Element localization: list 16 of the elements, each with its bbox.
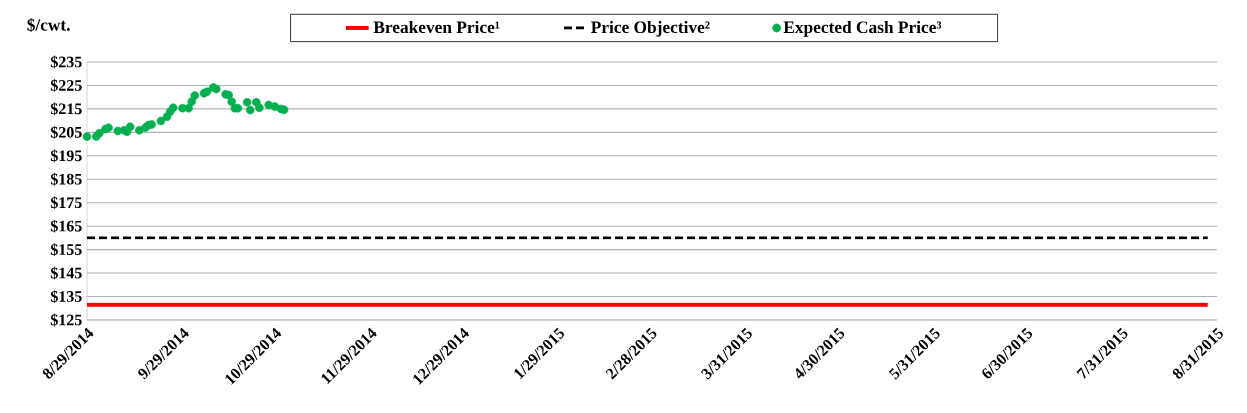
y-tick-label: $145 <box>50 266 82 280</box>
y-tick-label: $155 <box>50 243 82 257</box>
y-tick-label: $215 <box>50 102 82 116</box>
legend-label: Expected Cash Price³ <box>783 20 942 37</box>
y-tick-label: $225 <box>50 79 82 92</box>
y-axis-title: $/cwt. <box>27 18 70 32</box>
y-tick-label: $135 <box>50 290 82 303</box>
y-tick-label: $165 <box>50 219 82 233</box>
y-tick-label: $235 <box>50 55 82 69</box>
y-tick-label: $185 <box>50 172 82 186</box>
y-tick-label: $205 <box>50 125 82 139</box>
legend-label: Price Objective² <box>591 20 710 37</box>
y-tick-label: $125 <box>50 313 82 327</box>
y-tick-label: $175 <box>50 196 82 210</box>
legend-label: Breakeven Price¹ <box>373 20 500 34</box>
y-tick-label: $195 <box>50 149 82 163</box>
